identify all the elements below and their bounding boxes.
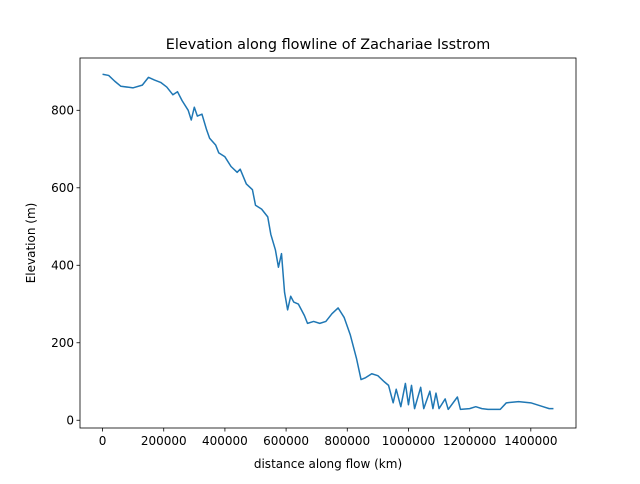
- x-tick-label: 0: [99, 434, 107, 448]
- chart-title: Elevation along flowline of Zachariae Is…: [166, 37, 491, 53]
- x-tick-label: 400000: [202, 434, 248, 448]
- y-axis-label: Elevation (m): [24, 203, 38, 284]
- x-tick-label: 1400000: [504, 434, 557, 448]
- x-tick-label: 1200000: [443, 434, 496, 448]
- x-tick-label: 200000: [141, 434, 187, 448]
- data-line: [102, 73, 554, 411]
- plot-frame: [79, 57, 577, 429]
- x-tick-label: 600000: [263, 434, 309, 448]
- y-tick-label: 400: [51, 258, 74, 272]
- y-tick-label: 200: [51, 336, 74, 350]
- y-tick-label: 0: [66, 413, 74, 427]
- x-axis-label: distance along flow (km): [254, 457, 402, 471]
- y-tick-label: 800: [51, 103, 74, 117]
- x-tick-label: 1000000: [382, 434, 435, 448]
- y-tick-label: 600: [51, 181, 74, 195]
- x-tick-label: 800000: [324, 434, 370, 448]
